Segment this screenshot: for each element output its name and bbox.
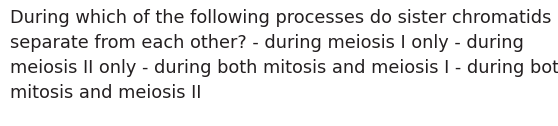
Text: During which of the following processes do sister chromatids
separate from each : During which of the following processes … — [10, 9, 558, 102]
